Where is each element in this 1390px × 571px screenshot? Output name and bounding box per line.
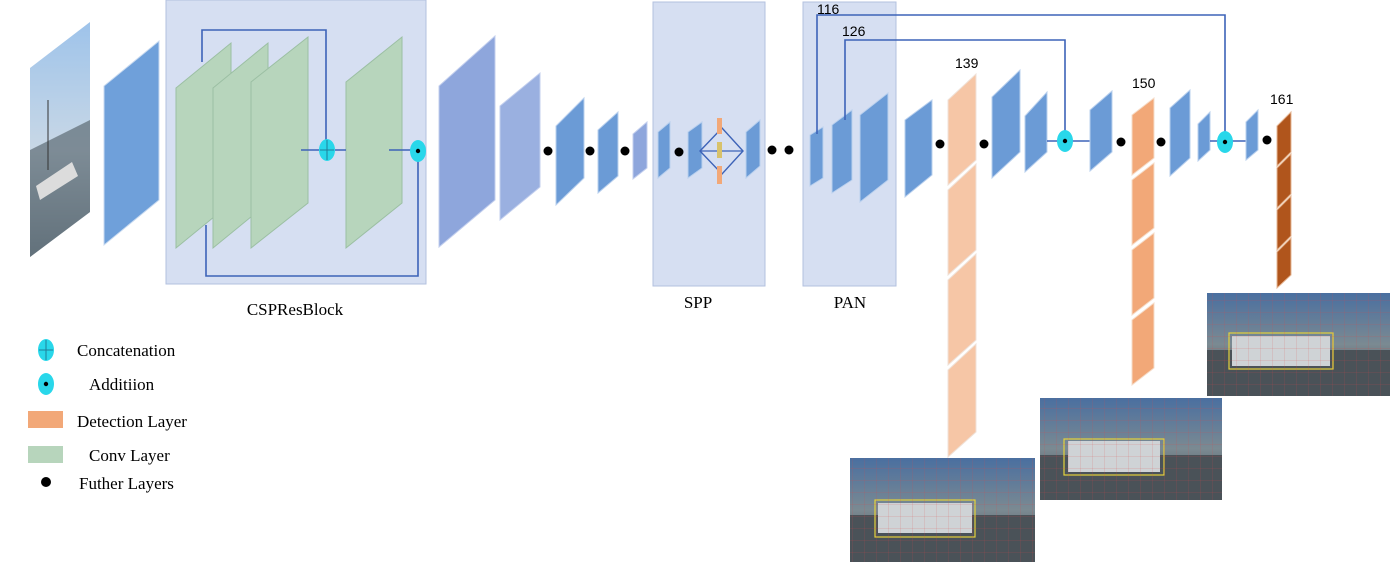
spp-block [657, 118, 761, 184]
further-layers-legend-dot [41, 477, 51, 487]
further-layers-dot [767, 145, 777, 155]
layer-number-139: 139 [955, 55, 979, 71]
layer-slab [687, 121, 703, 179]
layer-slab [904, 99, 933, 199]
layer-slab [1169, 88, 1191, 178]
layer-slab [597, 110, 619, 195]
layer-slab [745, 118, 761, 180]
conv-layer-swatch [28, 446, 63, 463]
conv-layer-slab [345, 35, 403, 250]
output-image-large-scale [1207, 293, 1390, 396]
detection-layer-139 [947, 72, 977, 459]
legend-concatenation: Concatenation [77, 341, 176, 360]
layer-slab [555, 96, 585, 207]
further-layers-dot [784, 145, 794, 155]
conv-layer-slab [250, 35, 309, 250]
further-layers-dot [935, 139, 945, 149]
layer-slab [1024, 90, 1048, 174]
layer-slab [831, 109, 853, 194]
legend-detection-layer: Detection Layer [77, 412, 187, 431]
concatenation-legend-icon [38, 339, 54, 361]
layer-slab [657, 120, 671, 180]
further-layers-dot [620, 146, 630, 156]
pan-label: PAN [834, 293, 866, 312]
layer-slab [103, 39, 160, 247]
layer-slab [1245, 108, 1259, 162]
csp-res-block-label: CSPResBlock [247, 300, 344, 319]
further-layers-dot [1262, 135, 1272, 145]
output-image-small-scale [850, 458, 1035, 562]
addition-legend-icon [38, 373, 54, 395]
detection-layer-161 [1276, 110, 1292, 290]
layer-slab [1197, 110, 1211, 163]
legend-conv-layer: Conv Layer [89, 446, 170, 465]
layer-number-150: 150 [1132, 75, 1156, 91]
layer-slab [499, 71, 541, 222]
layer-slab [1089, 89, 1113, 173]
layer-slab [438, 34, 496, 249]
detection-layer-150 [1131, 96, 1155, 387]
output-image-medium-scale [1040, 398, 1222, 500]
skip-connection-116 [816, 14, 1226, 140]
concatenation-node [319, 139, 335, 161]
legend-further-layers: Futher Layers [79, 474, 174, 493]
addition-node [1057, 130, 1073, 152]
legend: Concatenation Additiion Detection Layer … [28, 339, 187, 493]
skip-connection-126 [844, 39, 1066, 140]
layer-slab [991, 68, 1021, 180]
further-layers-dot [674, 147, 684, 157]
further-layers-dot [979, 139, 989, 149]
further-layers-dot [585, 146, 595, 156]
layer-number-126: 126 [842, 23, 866, 39]
further-layers-dot [543, 146, 553, 156]
layer-slab [632, 120, 648, 181]
layer-slab [859, 91, 889, 204]
layer-number-161: 161 [1270, 91, 1294, 107]
pan-block [809, 91, 889, 204]
csp-res-block [175, 29, 426, 277]
layer-number-116: 116 [817, 1, 840, 17]
further-layers-dot [1116, 137, 1126, 147]
further-layers-dot [1156, 137, 1166, 147]
input-image [30, 22, 90, 257]
addition-node [410, 140, 426, 162]
layer-slab [809, 126, 824, 187]
spp-label: SPP [684, 293, 712, 312]
addition-node [1217, 131, 1233, 153]
detection-layer-swatch [28, 411, 63, 428]
legend-addition: Additiion [89, 375, 155, 394]
